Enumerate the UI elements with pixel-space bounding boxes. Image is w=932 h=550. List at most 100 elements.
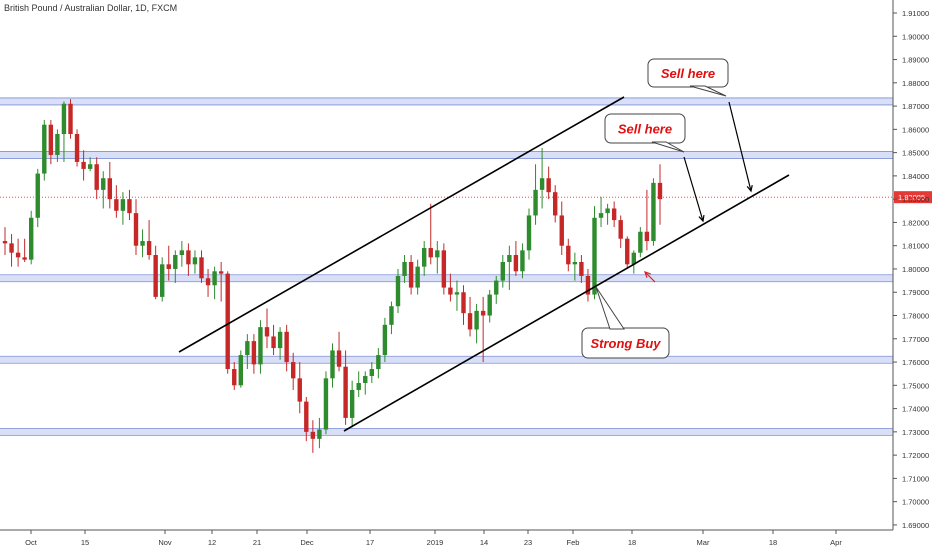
candle — [323, 371, 329, 435]
candle — [526, 208, 532, 260]
callout-sell-here-mid-text: Sell here — [618, 122, 672, 137]
candle-body — [232, 369, 237, 386]
y-tick-label: 1.71000 — [902, 474, 929, 483]
candle-body — [323, 378, 329, 430]
candle — [343, 350, 348, 425]
candle — [474, 303, 479, 344]
candle-body — [631, 252, 636, 265]
candle-body — [55, 134, 60, 155]
candle — [546, 166, 551, 200]
callout-sell-here-mid: Sell here — [604, 113, 686, 153]
candle-body — [15, 252, 21, 258]
sell-arrow-1-shaft — [728, 101, 752, 192]
candle-body — [74, 134, 80, 162]
candle — [264, 308, 270, 349]
candle — [133, 199, 139, 256]
candle-body — [363, 376, 368, 383]
y-tick-label: 1.70000 — [902, 498, 929, 507]
candle-body — [546, 178, 551, 193]
buy-arrow-shaft — [644, 271, 656, 283]
y-tick-label: 1.81000 — [902, 242, 929, 251]
candle — [625, 236, 630, 269]
y-tick-label: 1.86000 — [902, 125, 929, 134]
candle — [657, 164, 663, 225]
candle-body — [61, 103, 67, 135]
candle — [218, 261, 224, 302]
sell-arrow-1-head — [746, 185, 753, 193]
candle — [454, 280, 460, 311]
candle-body — [625, 238, 630, 265]
last-price-label: 1.83085 — [898, 193, 925, 202]
x-tick-label: 21 — [253, 538, 261, 547]
x-tick-label: 15 — [81, 538, 89, 547]
x-tick-label: Oct — [25, 538, 38, 547]
candle — [81, 150, 86, 181]
candle — [35, 168, 40, 228]
candle — [212, 266, 217, 300]
candle — [618, 215, 623, 249]
candle — [68, 99, 73, 139]
candle-body — [454, 292, 460, 295]
candle-body — [461, 292, 466, 314]
candle — [297, 362, 302, 414]
y-tick-label: 1.89000 — [902, 56, 929, 65]
candle — [369, 362, 374, 383]
sr-zone-3 — [0, 356, 893, 364]
candle — [336, 331, 342, 372]
candle-body — [441, 250, 447, 288]
candle-body — [480, 310, 486, 316]
candle — [579, 255, 584, 283]
candle-body — [553, 192, 558, 216]
candle-body — [317, 429, 322, 439]
buy-arrow-head — [644, 271, 651, 278]
candle-body — [408, 261, 414, 288]
y-tick-label: 1.91000 — [902, 9, 929, 18]
candle — [258, 320, 263, 374]
sr-zone-1 — [0, 151, 893, 159]
candle-body — [186, 250, 191, 265]
candle-body — [304, 401, 309, 432]
candle-body — [179, 250, 185, 256]
candle-body — [120, 199, 126, 211]
candle — [48, 120, 54, 165]
candle-body — [114, 199, 119, 211]
candle — [487, 289, 492, 323]
candle — [232, 362, 237, 390]
x-tick-label: Apr — [830, 538, 842, 547]
sr-zone-0 — [0, 97, 893, 105]
candle-body — [101, 178, 106, 190]
candle-body — [638, 231, 643, 253]
candle — [605, 203, 610, 225]
x-tick-label: Feb — [567, 538, 580, 547]
candle-body — [376, 355, 381, 370]
candle — [179, 241, 185, 267]
channel-upper-line — [178, 96, 625, 353]
callout-sell-here-top-text: Sell here — [661, 66, 715, 81]
candle — [127, 189, 132, 221]
candle — [166, 245, 171, 281]
y-tick-label: 1.82000 — [902, 218, 929, 227]
candle-body — [258, 327, 263, 365]
candle-body — [271, 336, 276, 349]
candle-body — [284, 331, 289, 363]
candle — [101, 171, 106, 209]
candle — [638, 227, 643, 258]
candle — [513, 241, 519, 276]
x-tick-label: Dec — [300, 538, 314, 547]
candle — [539, 147, 545, 209]
candle — [205, 268, 211, 297]
candle-body — [559, 215, 564, 246]
candle — [199, 250, 204, 283]
candle-body — [153, 255, 158, 297]
candle-body — [618, 220, 623, 239]
candle — [146, 220, 152, 260]
candle-body — [513, 255, 519, 272]
candle-body — [160, 264, 165, 297]
candle-body — [494, 280, 499, 295]
candle-body — [539, 178, 545, 190]
candle — [22, 238, 27, 262]
candle — [140, 229, 145, 258]
candle-body — [422, 248, 427, 267]
candle-body — [651, 182, 656, 242]
